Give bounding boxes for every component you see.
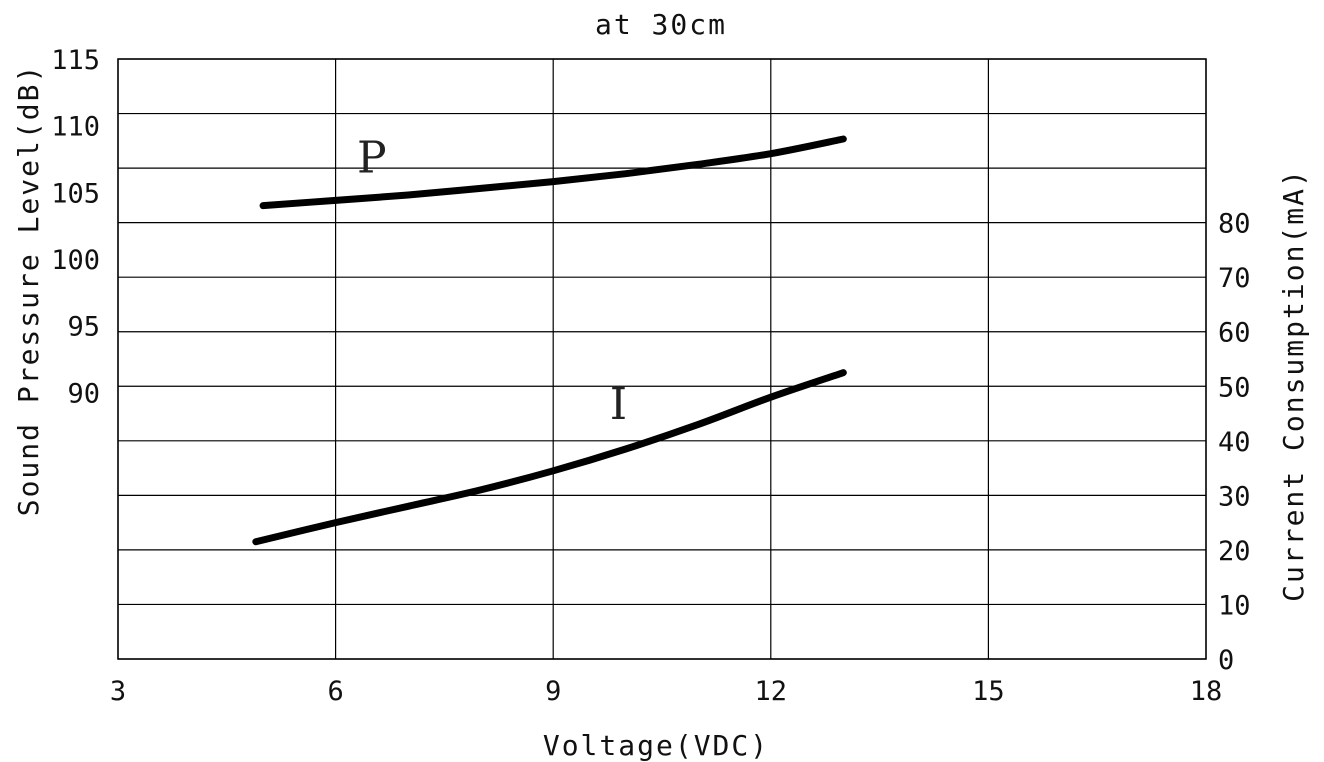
x-tick-label: 18	[1190, 676, 1223, 707]
y-right-tick-label: 10	[1218, 590, 1251, 621]
y-left-axis-ticks: 90 95 100 105 110 115	[51, 45, 100, 409]
x-axis-ticks: 3 6 9 12 15 18	[110, 676, 1222, 707]
series-label-p: P	[357, 132, 387, 183]
y-left-tick-label: 90	[67, 378, 100, 409]
y-right-tick-label: 60	[1218, 318, 1251, 349]
gridlines	[117, 58, 1207, 660]
x-axis-title: Voltage(VDC)	[543, 729, 769, 762]
y-right-axis-ticks: 0 10 20 30 40 50 60 70 80	[1218, 209, 1251, 676]
y-right-tick-label: 70	[1218, 263, 1251, 294]
series-labels: PI	[357, 132, 627, 430]
y-right-tick-label: 50	[1218, 372, 1251, 403]
y-right-tick-label: 20	[1218, 536, 1251, 567]
y-left-tick-label: 95	[67, 312, 100, 343]
y-right-tick-label: 40	[1218, 427, 1251, 458]
chart-title: at 30cm	[595, 8, 727, 41]
y-left-tick-label: 115	[51, 45, 100, 76]
y-left-tick-label: 105	[51, 178, 100, 209]
y-left-axis-title: Sound Pressure Level(dB)	[12, 64, 45, 517]
series-line-i	[252, 369, 847, 546]
plot-frame	[117, 58, 1207, 660]
y-right-axis-title: Current Consumption(mA)	[1277, 168, 1310, 602]
series-line-p	[259, 135, 847, 210]
x-tick-label: 3	[110, 676, 126, 707]
x-tick-label: 12	[755, 676, 788, 707]
series-lines	[252, 135, 847, 546]
x-tick-label: 6	[327, 676, 343, 707]
y-right-tick-label: 30	[1218, 481, 1251, 512]
y-right-tick-label: 80	[1218, 209, 1251, 240]
series-label-i: I	[610, 379, 627, 430]
y-left-tick-label: 100	[51, 245, 100, 276]
y-left-tick-label: 110	[51, 112, 100, 143]
x-tick-label: 9	[545, 676, 561, 707]
x-tick-label: 15	[972, 676, 1005, 707]
y-right-tick-label: 0	[1218, 645, 1234, 676]
